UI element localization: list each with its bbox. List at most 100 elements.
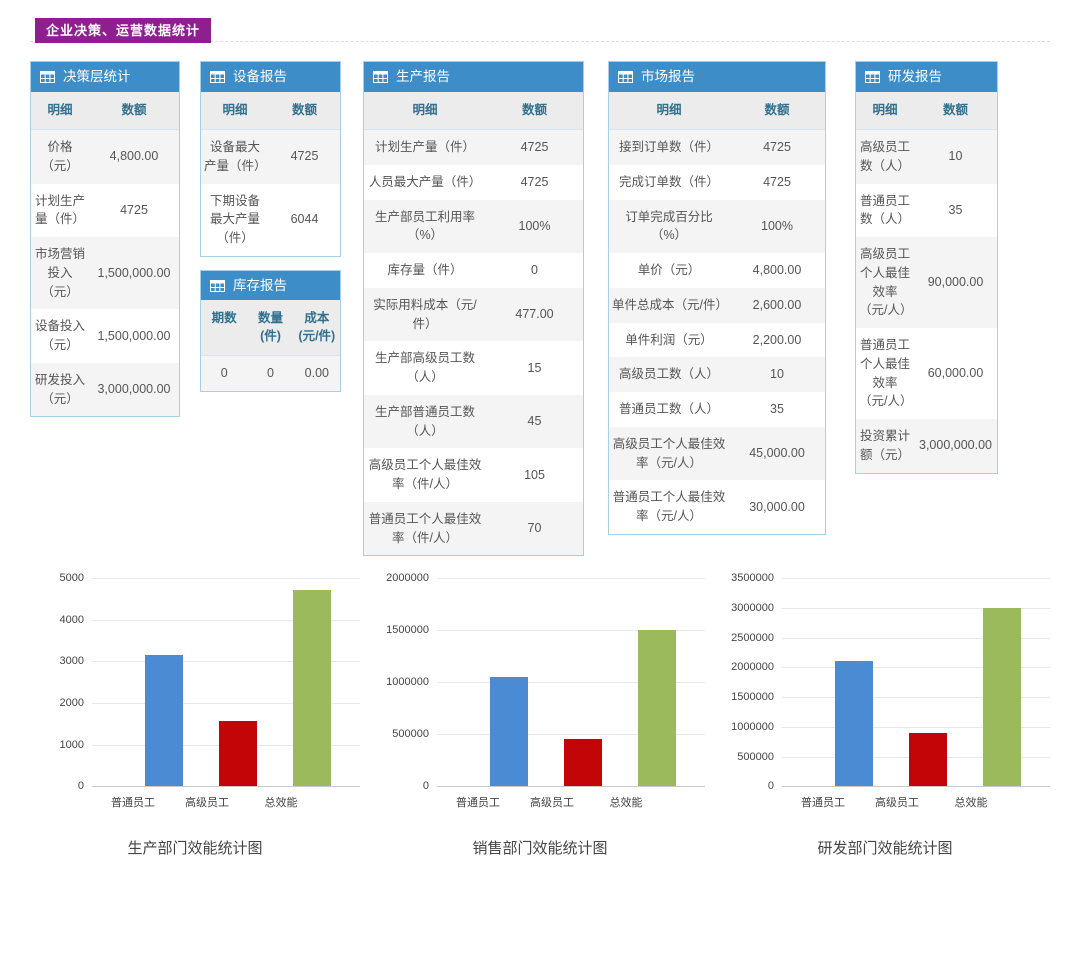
row-label: 普通员工个人最佳效率（元/人） xyxy=(859,338,913,409)
row-label: 价格（元） xyxy=(41,140,79,173)
bar-group xyxy=(104,578,372,787)
chart-title: 销售部门效能统计图 xyxy=(472,840,608,858)
row-value: 30,000.00 xyxy=(749,499,805,514)
charts-section: 5000 4000 3000 2000 1000 0 普通员工 高级员工 总效能 生产部门效能统计… xyxy=(30,572,1050,858)
row-value: 4725 xyxy=(290,149,319,164)
table-grid-icon xyxy=(865,70,880,83)
table-row: 完成订单数（件） 4725 xyxy=(609,165,825,200)
row-label: 普通员工数（人） xyxy=(859,193,910,227)
x-axis: 普通员工 高级员工 总效能 xyxy=(42,794,372,810)
plot-grid xyxy=(92,578,360,788)
row-value: 0.00 xyxy=(304,366,329,381)
table-row: 生产部高级员工数（人） 15 xyxy=(364,341,583,395)
x-axis-category-label: 高级员工 xyxy=(530,797,574,810)
bar-2 xyxy=(638,630,676,787)
table-row: 普通员工个人最佳效率（元/人） 60,000.00 xyxy=(856,328,997,419)
chart-plot-area: 5000 4000 3000 2000 1000 0 xyxy=(30,572,360,792)
bar-2 xyxy=(983,607,1021,787)
row-value: 6044 xyxy=(290,212,319,227)
table-header-row: 明细 数额 xyxy=(609,91,825,130)
gridline xyxy=(437,786,705,788)
plot-grid xyxy=(782,578,1050,788)
table-row: 高级员工个人最佳效率（元/人） 45,000.00 xyxy=(609,426,825,481)
page-title-badge: 企业决策、运营数据统计 xyxy=(35,18,212,43)
x-axis-category-label: 高级员工 xyxy=(185,797,229,810)
bar-0 xyxy=(145,655,183,787)
y-axis-tick-label: 1500000 xyxy=(386,624,429,637)
row-value: 4725 xyxy=(763,174,791,189)
report-table-rnd: 研发报告 明细 数额 高级员工数（人） 10 普通员工数（人） 35 高级员工个人最佳效率（元… xyxy=(855,61,998,474)
table-row: 人员最大产量（件） 4725 xyxy=(364,165,583,200)
row-label: 高级员工个人最佳效率（件/人） xyxy=(368,458,482,491)
gridline xyxy=(782,786,1050,788)
row-label: 高级员工个人最佳效率（元/人） xyxy=(859,247,913,318)
x-axis-category-label: 总效能 xyxy=(954,797,988,810)
table-column-5: 研发报告 明细 数额 高级员工数（人） 10 普通员工数（人） 35 高级员工个人最佳效率（元… xyxy=(855,61,998,474)
report-tables-section: 决策层统计 明细 数额 价格（元） 4,800.00 计划生产量（件） 4725 市场营销投入… xyxy=(30,61,1050,557)
row-label: 实际用料成本（元/件） xyxy=(373,297,477,331)
table-row: 单件总成本（元/件） 2,600.00 xyxy=(609,287,825,323)
gridline xyxy=(92,661,360,663)
table-title-bar: 设备报告 xyxy=(201,62,340,92)
y-axis-tick-label: 2000000 xyxy=(731,661,774,674)
row-value: 10 xyxy=(770,367,784,382)
table-row: 高级员工个人最佳效率（元/人） 90,000.00 xyxy=(856,237,997,328)
table-grid-icon xyxy=(373,70,388,83)
row-value: 45 xyxy=(527,414,542,429)
header-divider: 企业决策、运营数据统计 xyxy=(30,14,1050,43)
y-axis-tick-label: 0 xyxy=(422,780,429,793)
row-value: 1,500,000.00 xyxy=(97,265,171,280)
bar-1 xyxy=(564,739,602,787)
row-value: 1,500,000.00 xyxy=(97,328,171,343)
row-label: 库存量（件） xyxy=(387,263,463,277)
row-label: 高级员工个人最佳效率（元/人） xyxy=(612,436,726,470)
column-header: 明细 xyxy=(412,102,438,117)
x-axis-category-label: 总效能 xyxy=(264,797,298,810)
column-header: 明细 xyxy=(47,102,73,117)
row-label: 单件总成本（元/件） xyxy=(612,297,728,312)
row-label: 生产部员工利用率（%） xyxy=(374,209,475,243)
row-label: 普通员工数（人） xyxy=(618,402,719,416)
row-value: 0 xyxy=(267,366,274,381)
gridline xyxy=(782,697,1050,699)
table-header-row: 期数 数量(件) 成本(元/件) xyxy=(201,300,340,357)
gridline xyxy=(92,619,360,621)
table-title-text: 设备报告 xyxy=(233,69,287,84)
row-value: 4725 xyxy=(520,174,549,189)
x-axis: 普通员工 高级员工 总效能 xyxy=(732,794,1062,810)
row-label: 计划生产量（件） xyxy=(34,193,85,227)
y-axis-tick-label: 2500000 xyxy=(731,631,774,644)
table-row: 下期设备最大产量（件） 6044 xyxy=(201,184,340,256)
table-grid-icon xyxy=(210,70,225,83)
x-axis-category-label: 总效能 xyxy=(609,797,643,810)
y-axis-tick-label: 1000 xyxy=(59,738,84,751)
table-row: 生产部员工利用率（%） 100% xyxy=(364,199,583,253)
table-row: 接到订单数（件） 4725 xyxy=(609,130,825,165)
x-axis-category-label: 普通员工 xyxy=(801,797,845,810)
row-value: 4725 xyxy=(520,140,549,154)
y-axis-tick-label: 3000 xyxy=(59,655,84,668)
row-value: 4725 xyxy=(120,202,148,217)
table-row: 库存量（件） 0 xyxy=(364,253,583,288)
row-value: 100% xyxy=(518,218,551,233)
column-header: 数额 xyxy=(764,102,790,117)
report-table-inventory: 库存报告 期数 数量(件) 成本(元/件) 0 0 0.00 xyxy=(200,269,341,392)
x-axis-category-label: 普通员工 xyxy=(456,797,500,810)
gridline xyxy=(782,607,1050,609)
row-value: 35 xyxy=(948,202,963,217)
table-title-bar: 库存报告 xyxy=(201,270,340,301)
y-axis-tick-label: 5000 xyxy=(59,572,84,585)
row-value: 3,000,000.00 xyxy=(919,438,992,453)
row-label: 完成订单数（件） xyxy=(618,174,719,189)
table-row: 订单完成百分比（%） 100% xyxy=(609,199,825,253)
table-row: 高级员工数（人） 10 xyxy=(856,130,997,184)
row-label: 设备投入（元） xyxy=(34,319,85,352)
gridline xyxy=(782,578,1050,580)
y-axis-tick-label: 0 xyxy=(767,780,774,793)
y-axis-tick-label: 2000 xyxy=(59,697,84,710)
table-grid-icon xyxy=(618,70,633,83)
gridline xyxy=(92,578,360,580)
row-value: 0 xyxy=(220,366,228,381)
column-header: 成本(元/件) xyxy=(298,311,336,343)
row-label: 高级员工数（人） xyxy=(618,367,719,382)
